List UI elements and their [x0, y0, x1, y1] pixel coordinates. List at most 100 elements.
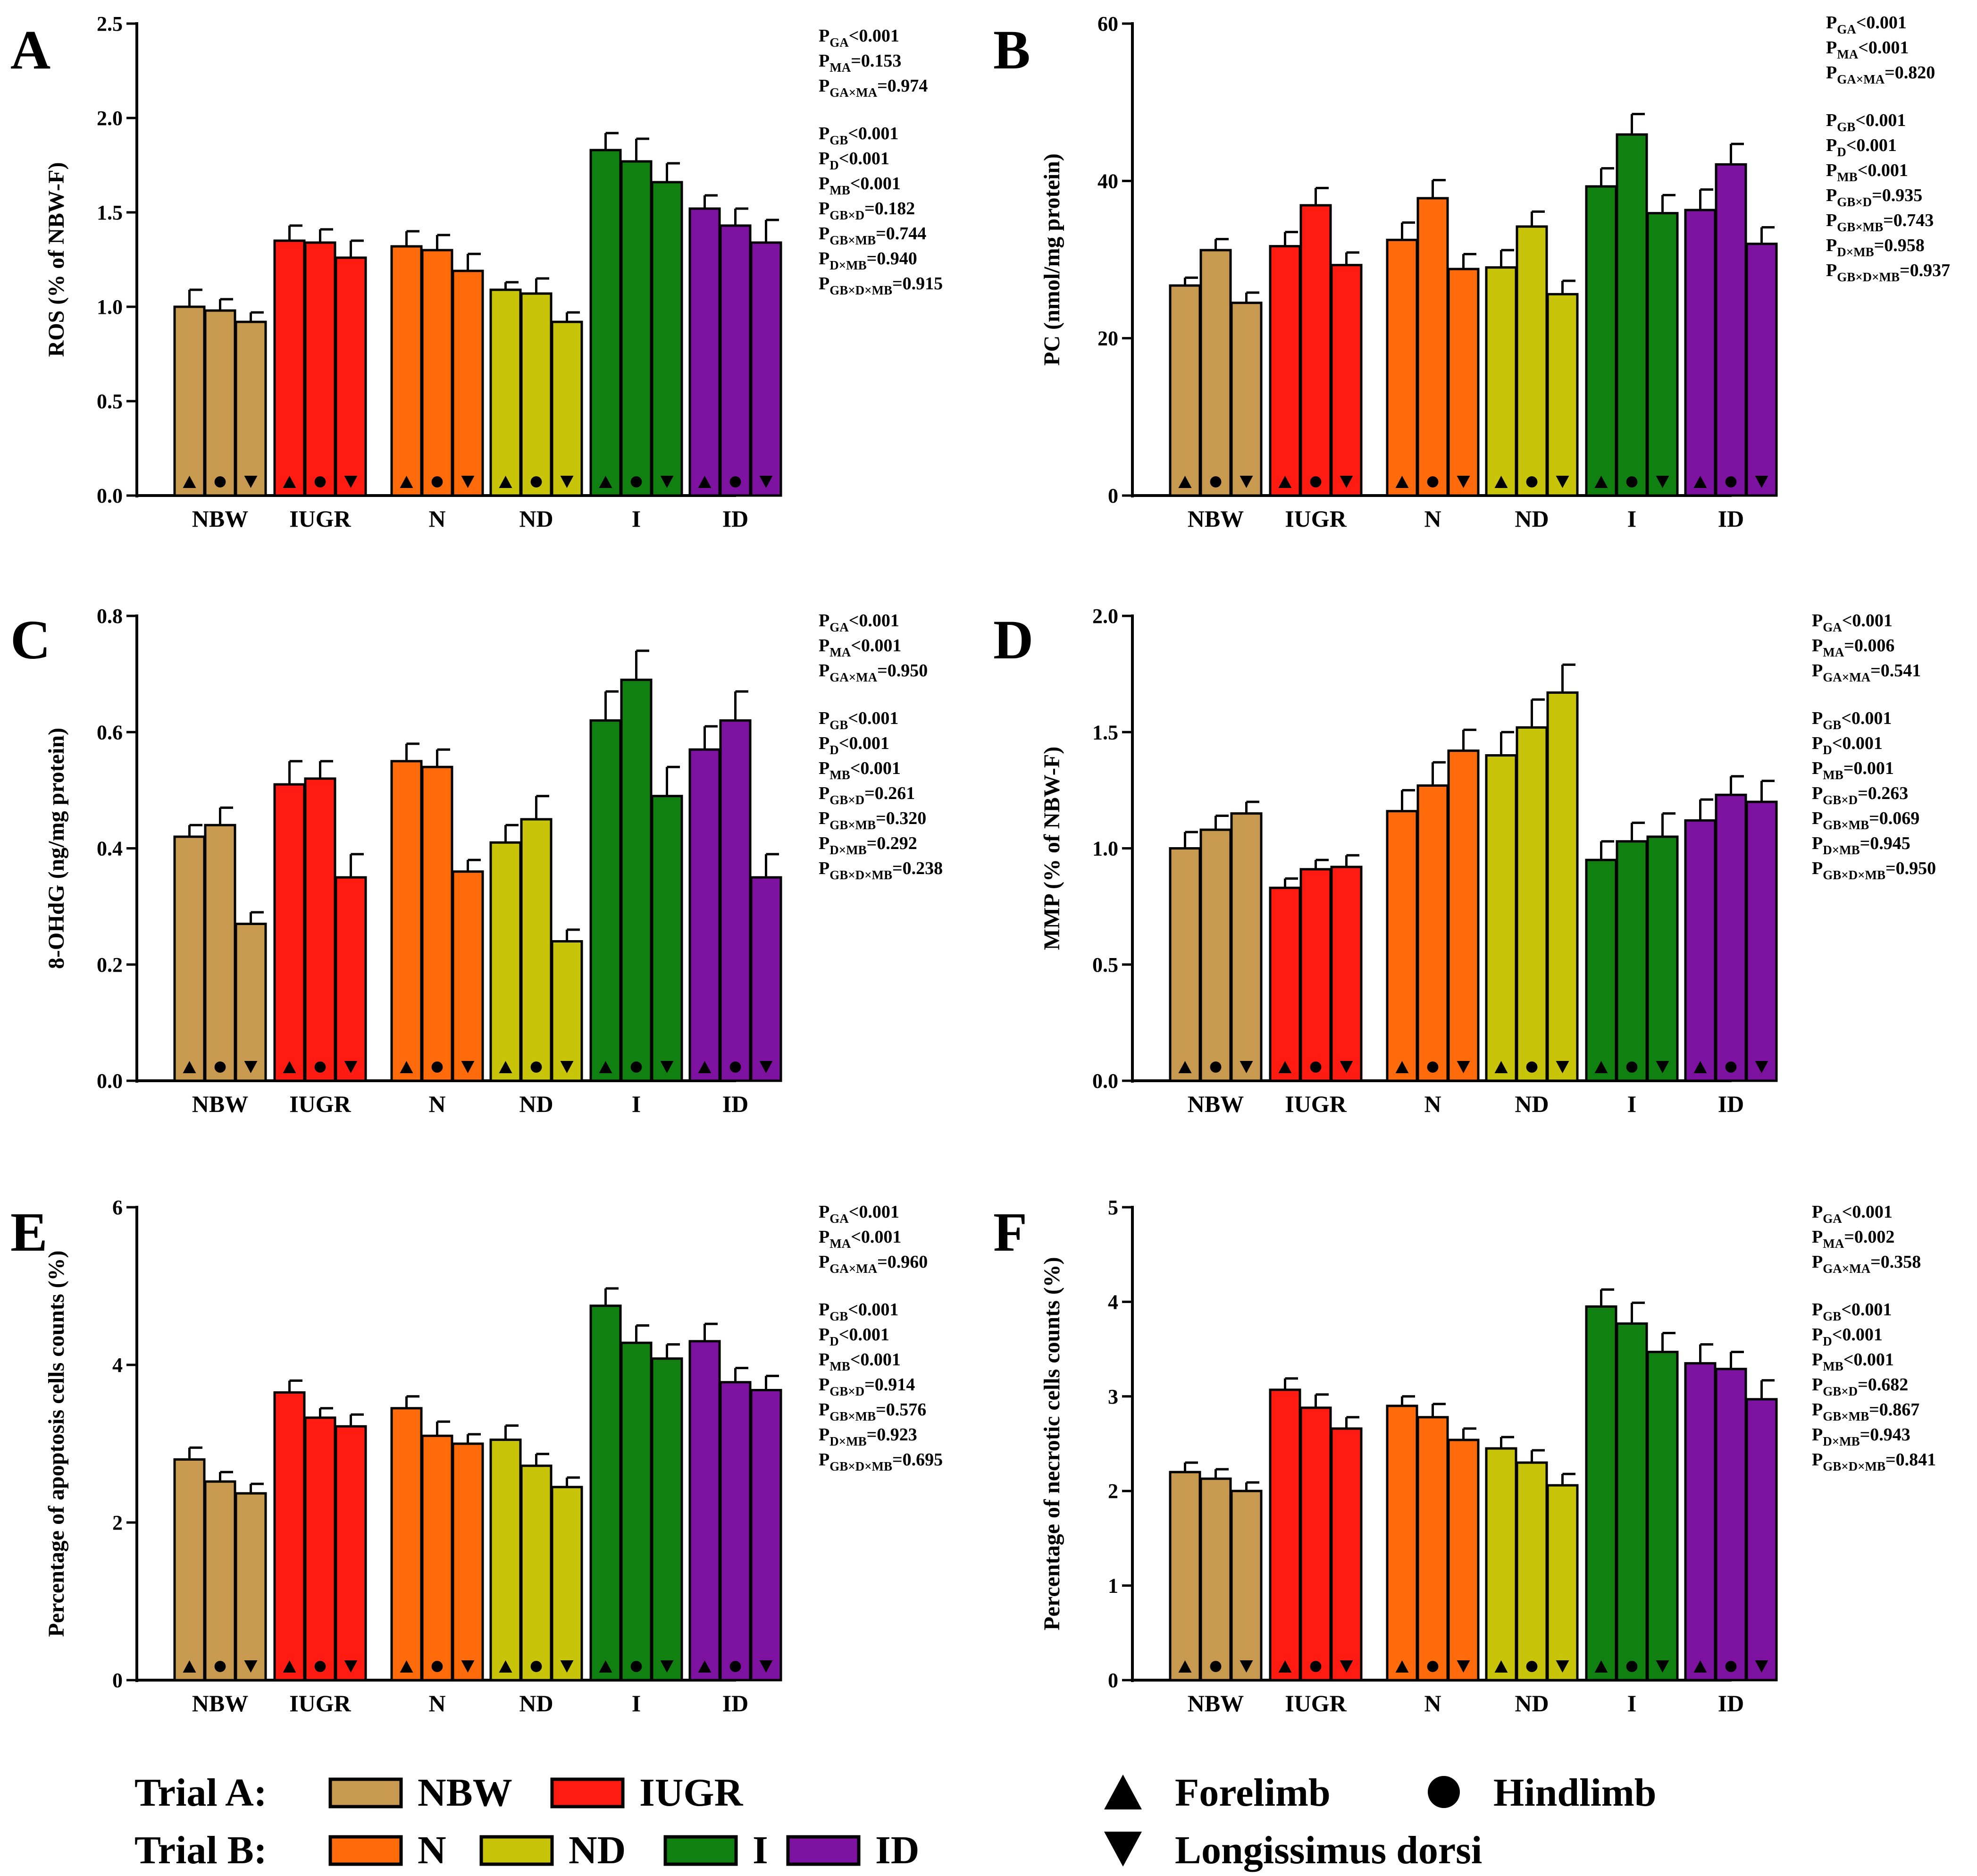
x-tick-label: ID [1718, 1091, 1744, 1117]
bar-N-forelimb [1386, 238, 1418, 497]
bar-marker-down [461, 1660, 475, 1673]
y-tick-label: 1 [1108, 1574, 1118, 1598]
bar-marker-circle [630, 1061, 642, 1073]
bar-N-longissimus-dorsi [452, 870, 484, 1082]
bar-IUGR-forelimb [1269, 1388, 1301, 1682]
p-value-stats_b: PMB<0.001 [1826, 160, 1908, 184]
p-value: <0.001 [850, 1350, 901, 1370]
y-tick-label: 0.2 [97, 953, 123, 976]
p-value: =0.320 [876, 808, 926, 828]
bar-I-hindlimb [1616, 1322, 1648, 1682]
p-symbol: P [1826, 261, 1837, 280]
x-tick-label: ID [1718, 505, 1744, 532]
y-tick-label: 0.4 [97, 837, 123, 860]
bar-IUGR-longissimus-dorsi [1330, 866, 1363, 1082]
panel-letter: B [993, 19, 1030, 81]
bar-marker-up [599, 476, 612, 488]
p-value-stats_a: PGA×MA=0.358 [1812, 1252, 1921, 1276]
p-subscript: MA [829, 1237, 851, 1251]
bar-marker-up [1693, 1061, 1707, 1073]
bar-marker-circle [630, 476, 642, 488]
bar-marker-up [283, 476, 296, 488]
bar-I-hindlimb [1616, 840, 1648, 1082]
bar-NBW-longissimus-dorsi [1230, 1489, 1263, 1682]
p-value-stats_b: PGB×D×MB=0.695 [819, 1450, 943, 1473]
p-value: =0.238 [892, 858, 943, 878]
p-value: =0.069 [1869, 808, 1919, 828]
bar-ND-forelimb [489, 841, 522, 1082]
bar-marker-down [1340, 1061, 1353, 1073]
y-tick-label: 1.5 [97, 201, 123, 224]
y-tick-label: 4 [1108, 1290, 1118, 1313]
p-value-stats_a: PGA×MA=0.950 [819, 661, 928, 684]
p-subscript: GB×D×MB [829, 283, 892, 297]
p-value: =0.744 [876, 224, 926, 244]
bar-NBW-hindlimb [1199, 828, 1232, 1082]
bar-marker-up [1494, 476, 1508, 488]
p-symbol: P [1812, 1375, 1823, 1395]
p-symbol: P [819, 1375, 829, 1395]
y-tick-label: 2.5 [97, 12, 123, 35]
p-symbol: P [1812, 1300, 1823, 1320]
bar-marker-up [499, 1660, 512, 1673]
p-subscript: GB×D×MB [1823, 1459, 1885, 1473]
y-tick-label: 0 [112, 1669, 123, 1692]
bar-N-hindlimb [1416, 1416, 1449, 1682]
x-tick-label: ND [1515, 505, 1549, 532]
x-tick-label: I [632, 505, 641, 532]
p-value: =0.960 [877, 1252, 928, 1272]
bar-NBW-hindlimb [204, 1480, 236, 1682]
p-subscript: D [829, 743, 839, 757]
bar-marker-circle [431, 1061, 443, 1073]
bar-marker-up [1594, 1061, 1608, 1073]
legend-marker-down [1104, 1832, 1142, 1867]
p-symbol: P [819, 1227, 829, 1247]
bar-IUGR-hindlimb [1299, 868, 1332, 1082]
legend-marker-label: Longissimus dorsi [1175, 1828, 1482, 1872]
bar-marker-down [759, 1660, 773, 1673]
p-symbol: P [1812, 1350, 1823, 1370]
p-subscript: GB×D [1837, 195, 1872, 209]
p-value-stats_b: PMB=0.001 [1812, 758, 1894, 782]
bar-marker-up [183, 1061, 196, 1073]
bar-marker-circle [314, 1061, 326, 1073]
bar-ND-longissimus-dorsi [1546, 293, 1579, 497]
y-tick-label: 2 [112, 1511, 123, 1534]
bar-marker-up [499, 476, 512, 488]
bar-marker-up [1494, 1660, 1508, 1673]
p-value-stats_a: PGA<0.001 [1812, 1202, 1893, 1226]
panel-B: B 0 20 40 60 PC (nmol/mg protein) NBW IUGR N ND I I… [993, 12, 1950, 532]
legend-swatch-IUGR [550, 1777, 625, 1809]
p-symbol: P [1812, 833, 1823, 853]
bar-marker-up [183, 476, 196, 488]
p-subscript: D [1823, 1334, 1832, 1348]
y-tick-label: 2.0 [1092, 605, 1118, 628]
bar-ND-forelimb [489, 1439, 522, 1682]
p-subscript: MB [1837, 170, 1858, 184]
p-value-stats_b: PGB×MB=0.744 [819, 224, 926, 247]
p-value-stats_b: PGB<0.001 [1826, 110, 1906, 134]
bar-marker-up [698, 476, 712, 488]
p-value: =0.695 [892, 1450, 943, 1470]
p-subscript: GB×MB [829, 818, 876, 832]
p-subscript: GB [1837, 120, 1855, 134]
bar-I-longissimus-dorsi [651, 181, 683, 497]
p-symbol: P [1826, 63, 1837, 83]
bar-marker-up [283, 1660, 296, 1673]
x-tick-label: IUGR [289, 1690, 351, 1716]
p-symbol: P [1826, 236, 1837, 255]
bar-ND-hindlimb [1516, 1461, 1548, 1682]
p-symbol: P [819, 1325, 829, 1345]
bar-marker-circle [1310, 1061, 1322, 1073]
p-symbol: P [1812, 733, 1823, 753]
bar-marker-circle [1210, 1661, 1222, 1672]
bar-marker-circle [214, 1661, 226, 1672]
p-value: =0.923 [867, 1425, 917, 1445]
bar-marker-down [759, 476, 773, 488]
p-value-stats_b: PGB×D=0.261 [819, 783, 915, 807]
p-value: =0.950 [1885, 858, 1936, 878]
bar-IUGR-longissimus-dorsi [335, 1425, 367, 1682]
bar-marker-circle [1427, 1061, 1439, 1073]
bar-marker-down [759, 1061, 773, 1073]
bar-ND-longissimus-dorsi [1546, 1484, 1579, 1682]
